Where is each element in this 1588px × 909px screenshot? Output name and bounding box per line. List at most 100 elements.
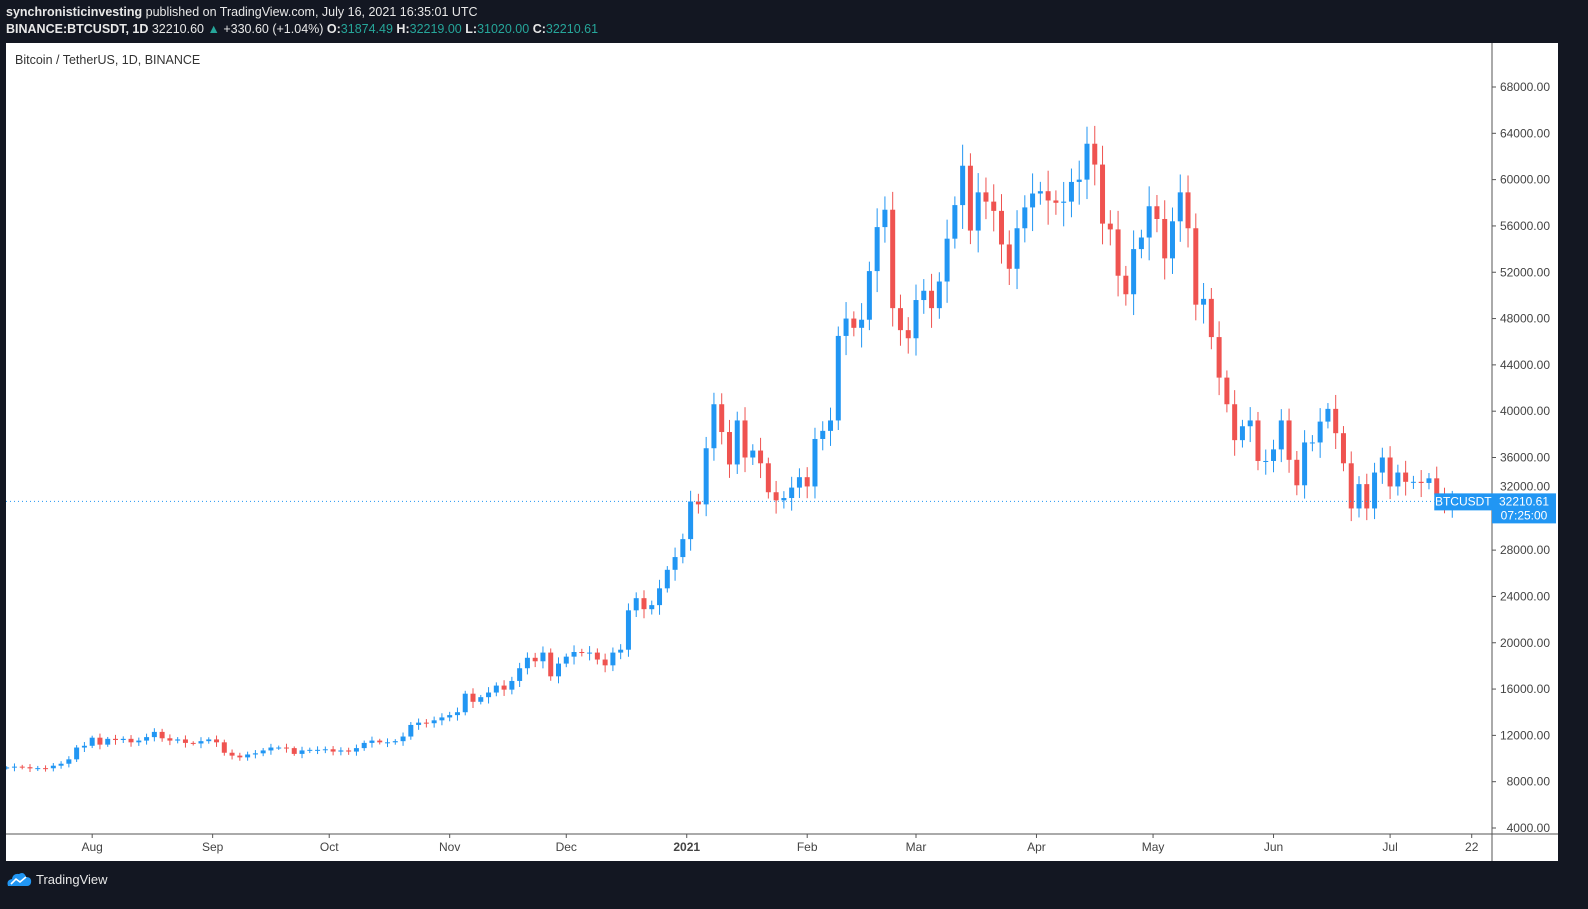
candle-up (1278, 420, 1284, 450)
candle-up (587, 652, 593, 654)
last-price: 32210.60 (151, 22, 204, 36)
x-tick-label: Apr (1027, 840, 1046, 854)
candle-up (703, 448, 709, 505)
candle-down (897, 308, 903, 331)
candle-up (338, 750, 344, 752)
candle-up (447, 715, 453, 718)
candle-down (1193, 228, 1199, 305)
candle-down (765, 463, 771, 493)
candle-up (1014, 228, 1020, 269)
x-tick-label: 2021 (673, 840, 700, 854)
candle-down (1434, 478, 1440, 495)
candle-down (602, 659, 608, 666)
candle-up (299, 750, 305, 754)
candle-up (835, 335, 841, 421)
candle-down (532, 657, 538, 662)
candle-up (618, 649, 624, 653)
candle-down (1224, 377, 1230, 405)
candle-down (43, 768, 49, 770)
candle-up (1030, 193, 1036, 208)
candle-down (579, 652, 585, 654)
candle-up (315, 749, 321, 751)
candle-up (750, 450, 756, 458)
candle-up (105, 738, 111, 745)
candle-up (571, 652, 577, 657)
y-tick-label: 52000.00 (1500, 265, 1550, 279)
candle-down (1364, 484, 1370, 509)
candle-up (680, 539, 686, 558)
candle-up (649, 605, 655, 610)
candle-down (983, 192, 989, 202)
candle-up (268, 747, 274, 751)
y-tick-label: 56000.00 (1500, 219, 1550, 233)
y-tick-label: 44000.00 (1500, 358, 1550, 372)
chart-panel[interactable]: 4000.00 8000.00 12000.00 16000.00 20000.00 24… (6, 43, 1558, 861)
tradingview-logo[interactable]: TradingView (6, 871, 108, 887)
candle-down (773, 492, 779, 501)
candle-up (882, 209, 888, 228)
candle-down (1403, 472, 1409, 482)
x-tick-label: May (1142, 840, 1165, 854)
candle-up (657, 588, 663, 606)
candle-up (1022, 207, 1028, 229)
candle-up (361, 742, 367, 749)
brand-name: TradingView (36, 871, 108, 887)
candle-down (1216, 337, 1222, 378)
y-tick-label: 32000.00 (1500, 479, 1550, 493)
candle-up (1037, 191, 1043, 194)
x-tick-label: Jul (1382, 840, 1397, 854)
y-tick-label: 28000.00 (1500, 543, 1550, 557)
candle-down (19, 766, 25, 768)
candle-up (245, 754, 251, 758)
candle-down (726, 432, 732, 465)
y-tick-label: 20000.00 (1500, 636, 1550, 650)
candle-up (74, 747, 80, 760)
candle-up (1309, 442, 1315, 444)
candle-down (1185, 192, 1191, 229)
symbol-label-bg (1434, 493, 1493, 511)
candle-up (633, 598, 639, 611)
x-tick-label: Mar (906, 840, 927, 854)
candle-down (27, 767, 33, 769)
candle-down (423, 722, 429, 724)
candlestick-chart[interactable]: 4000.00 8000.00 12000.00 16000.00 20000.00 24… (6, 43, 1558, 861)
candle-down (377, 740, 383, 743)
y-tick-label: 12000.00 (1500, 728, 1550, 742)
candle-down (128, 738, 134, 743)
candle-up (1068, 181, 1074, 202)
y-tick-label: 48000.00 (1500, 312, 1550, 326)
candle-down (804, 477, 810, 487)
y-tick-label: 68000.00 (1500, 80, 1550, 94)
x-tick-label: Oct (320, 840, 339, 854)
symbol: BINANCE:BTCUSDT, 1D (6, 22, 149, 36)
candle-up (866, 271, 872, 320)
y-tick-label: 64000.00 (1500, 126, 1550, 140)
author[interactable]: synchronisticinvesting (6, 5, 143, 19)
candle-up (1395, 472, 1401, 487)
candle-up (563, 656, 569, 664)
candle-down (1294, 459, 1300, 486)
candle-up (1138, 237, 1144, 250)
l-label: L: (465, 22, 478, 36)
candle-up (11, 766, 17, 768)
candle-up (175, 739, 181, 741)
up-arrow-icon: ▲ (207, 22, 220, 36)
candle-up (975, 192, 981, 231)
candle-down (112, 738, 118, 741)
h-label: H: (396, 22, 410, 36)
y-tick-label: 24000.00 (1500, 589, 1550, 603)
candle-down (890, 209, 896, 309)
candle-up (486, 692, 492, 698)
candle-up (260, 750, 266, 754)
candle-up (610, 652, 616, 666)
x-tick-label: Sep (202, 840, 224, 854)
candle-down (346, 750, 352, 752)
candle-down (97, 737, 103, 745)
candle-up (353, 748, 359, 752)
candle-down (1387, 457, 1393, 487)
candle-up (828, 420, 834, 431)
candle-up (913, 300, 919, 339)
candle-up (734, 420, 740, 465)
candle-up (385, 742, 391, 744)
candle-up (1177, 192, 1183, 222)
